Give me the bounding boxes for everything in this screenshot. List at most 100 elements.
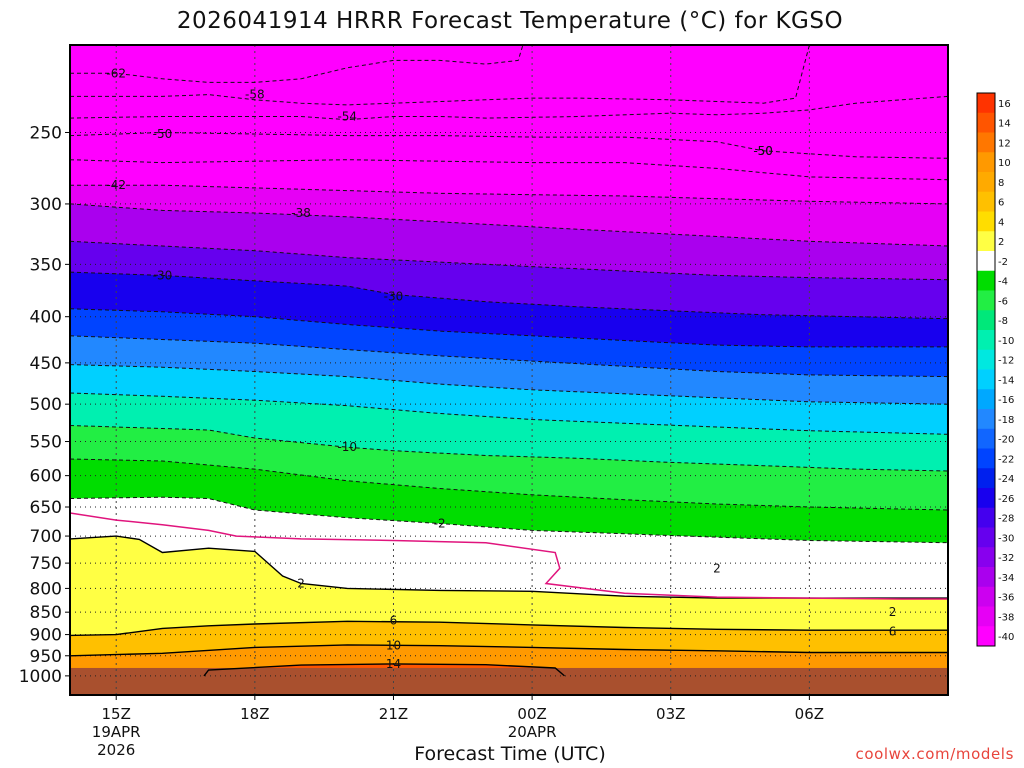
xtick-sub-15Z-0: 19APR [92,723,141,741]
colorbar-swatch--6 [977,290,995,311]
side-label-2: 2 [889,605,897,619]
isotherm-label--38: -38 [291,206,311,220]
xtick-label-03Z: 03Z [656,705,685,723]
ytick-label-250: 250 [30,123,62,143]
colorbar-label--36: -36 [998,593,1014,604]
isotherm--38 [70,203,948,247]
xtick-label-18Z: 18Z [240,705,269,723]
xtick-sub-00Z-0: 20APR [508,723,557,741]
ytick-label-500: 500 [30,395,62,415]
isotherm--2 [70,496,948,544]
colorbar-label-8: 8 [998,178,1004,189]
isotherm--34 [70,240,948,281]
x-axis-label: Forecast Time (UTC) [414,743,605,765]
ytick-label-750: 750 [30,554,62,574]
colorbar-swatch-8 [977,172,995,193]
colorbar-frame [976,92,996,647]
isotherm-label--10: -10 [337,440,357,454]
isotherm--46 [70,159,948,181]
colorbar-swatch--10 [977,330,995,351]
colorbar-swatch-6 [977,191,995,212]
colorbar-label--30: -30 [998,533,1014,544]
ytick-label-550: 550 [30,433,62,453]
colorbar-swatch--40 [977,626,995,647]
isotherm-label--58: -58 [245,88,265,102]
ytick-label-850: 850 [30,603,62,623]
xtick-sub-15Z-1: 2026 [97,741,135,759]
ytick-label-300: 300 [30,195,62,215]
plot-frame [69,44,949,696]
colorbar-swatch--26 [977,488,995,509]
colorbar-label--24: -24 [998,474,1014,485]
colorbar-label-6: 6 [998,198,1004,209]
colorbar-label--28: -28 [998,514,1014,525]
colorbar-swatch--18 [977,409,995,430]
colorbar-label--2: -2 [998,257,1008,268]
colorbar-swatch--16 [977,389,995,410]
colorbar-label--14: -14 [998,375,1014,386]
contour-14 [203,663,565,677]
colorbar-label--8: -8 [998,316,1008,327]
ytick-label-650: 650 [30,498,62,518]
ytick-label-1000: 1000 [19,667,62,687]
side-label-0: -50 [753,144,773,158]
colorbar-swatch--32 [977,547,995,568]
ytick-label-900: 900 [30,626,62,646]
isotherm-label--42: -42 [106,178,126,192]
isotherm--50 [70,131,948,159]
contour-label-14: 14 [386,657,401,671]
colorbar-label--40: -40 [998,632,1014,643]
colorbar-swatch--2 [977,251,995,272]
isotherm-label--30: -30 [153,268,173,282]
isotherm--54 [70,95,948,121]
colorbar-swatch--28 [977,507,995,528]
colorbar: 16 14 12 10 8 6 4 2 -2 -4 -6 -8 -10 -12 -14 -16 -18 -20 -2… [976,92,1014,647]
contour-labels: -62-58-54-50-50-42-38-30-30-10-2261014-5… [106,66,897,671]
isotherm--14 [70,392,948,435]
colorbar-swatch--34 [977,567,995,588]
colorbar-swatch-16 [977,93,995,114]
colorbar-swatch--20 [977,428,995,449]
colorbar-swatch--14 [977,369,995,390]
colorbar-label-14: 14 [998,119,1011,130]
side-label-3: 6 [889,625,897,639]
colorbar-label--6: -6 [998,296,1008,307]
colorbar-swatch-2 [977,231,995,252]
ground [70,667,948,695]
colorbar-swatch-14 [977,112,995,133]
isotherm--62 [70,45,524,83]
colorbar-swatch--30 [977,527,995,548]
colorbar-swatch-4 [977,211,995,232]
ground-layer [70,667,948,695]
colorbar-label--34: -34 [998,573,1014,584]
isotherm--58 [70,45,810,106]
colorbar-swatch--38 [977,606,995,627]
colorbar-label--4: -4 [998,277,1008,288]
colorbar-label--38: -38 [998,612,1014,623]
grid [70,45,948,695]
isotherms [70,45,948,677]
isotherm-label--50: -50 [153,127,173,141]
colorbar-label--32: -32 [998,553,1014,564]
credit-link[interactable]: coolwx.com/models [856,745,1015,763]
colorbar-swatch--36 [977,586,995,607]
isotherm--6 [70,458,948,511]
colorbar-label--26: -26 [998,494,1014,505]
colorbar-swatch--4 [977,270,995,291]
colorbar-label--10: -10 [998,336,1014,347]
freezing-line [70,512,948,600]
ytick-label-350: 350 [30,255,62,275]
ytick-label-700: 700 [30,527,62,547]
isotherm--26 [70,308,948,348]
colorbar-swatch--24 [977,468,995,489]
isotherm-label--62: -62 [106,66,126,80]
contour-6 [70,620,948,637]
colorbar-swatch-10 [977,152,995,173]
side-label-1: 2 [713,561,721,575]
isotherm--22 [70,335,948,378]
xtick-label-21Z: 21Z [379,705,408,723]
colorbar-label-10: 10 [998,158,1011,169]
xtick-label-15Z: 15Z [102,705,131,723]
